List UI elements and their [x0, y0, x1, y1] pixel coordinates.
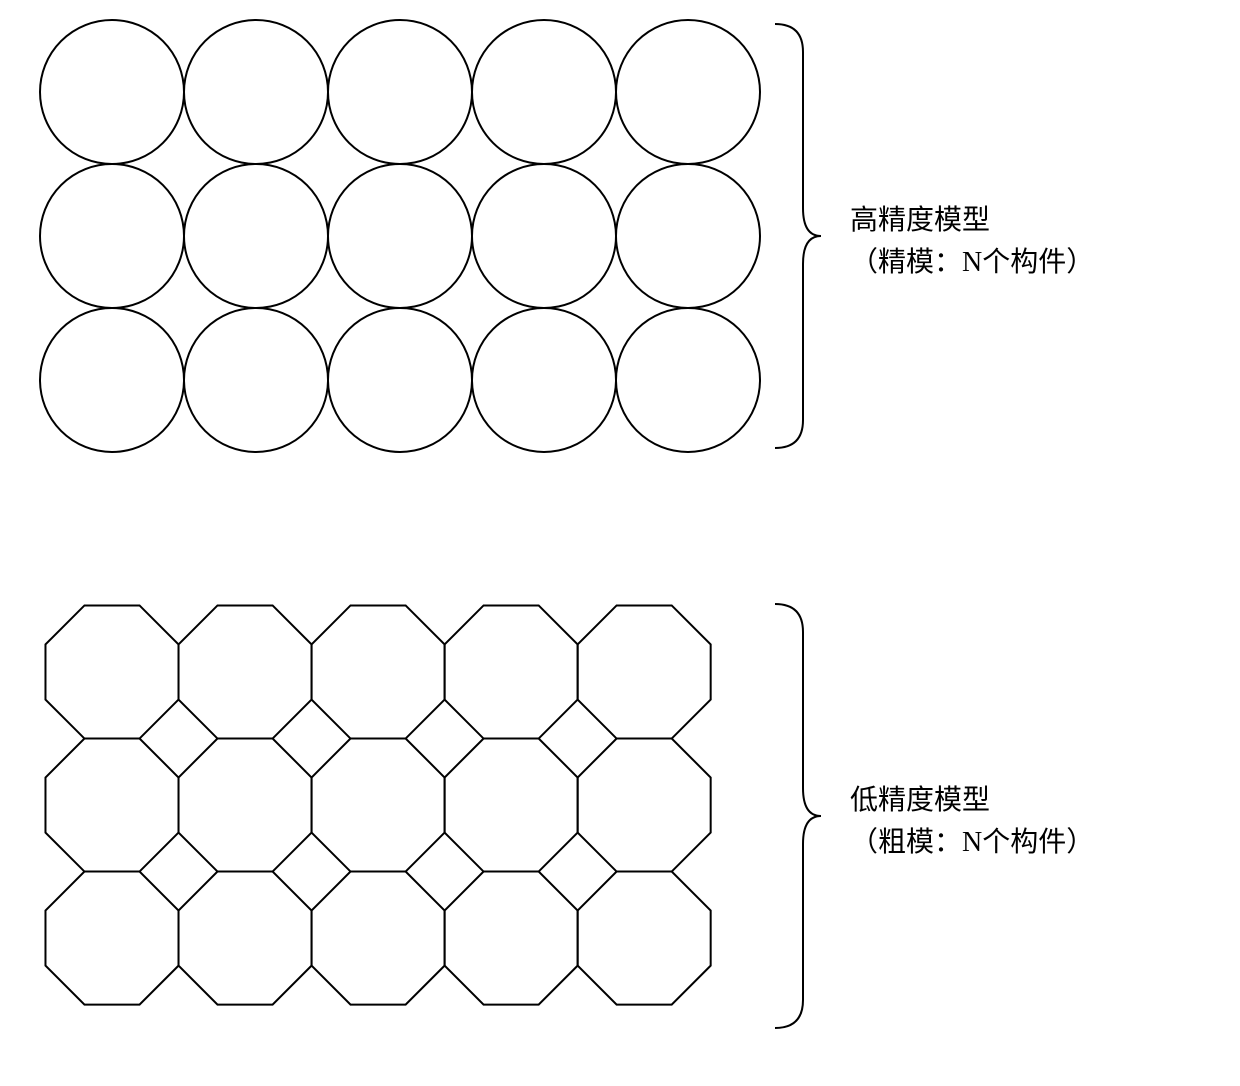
high-precision-label-line2: （精模：N个构件） [850, 242, 1094, 284]
octagon-component [445, 605, 578, 738]
octagon-component [578, 872, 711, 1005]
octagon-component [45, 872, 178, 1005]
low-precision-label-line2: （粗模：N个构件） [850, 822, 1094, 864]
brace-high-precision [775, 24, 821, 448]
octagon-component [312, 605, 445, 738]
brace-low-precision [775, 604, 821, 1028]
circle-component [472, 164, 616, 308]
diagram-svg [0, 0, 1240, 1086]
circle-component [616, 20, 760, 164]
circle-component [184, 164, 328, 308]
octagon-component [179, 605, 312, 738]
circle-component [40, 20, 184, 164]
diagram-container: 高精度模型 （精模：N个构件） 低精度模型 （粗模：N个构件） [0, 0, 1240, 1086]
high-precision-label-line1: 高精度模型 [850, 200, 1094, 242]
octagon-component [312, 739, 445, 872]
circle-component [184, 308, 328, 452]
circle-component [616, 308, 760, 452]
octagon-component [179, 872, 312, 1005]
low-precision-label: 低精度模型 （粗模：N个构件） [850, 780, 1094, 864]
circle-component [40, 164, 184, 308]
circle-component [328, 164, 472, 308]
octagon-component [578, 739, 711, 872]
octagon-component [45, 605, 178, 738]
circle-component [328, 20, 472, 164]
octagon-component [578, 605, 711, 738]
low-precision-label-line1: 低精度模型 [850, 780, 1094, 822]
circle-component [472, 20, 616, 164]
circle-component [472, 308, 616, 452]
circle-component [184, 20, 328, 164]
high-precision-label: 高精度模型 （精模：N个构件） [850, 200, 1094, 284]
circle-component [616, 164, 760, 308]
octagon-component [445, 739, 578, 872]
octagon-component [312, 872, 445, 1005]
octagon-component [445, 872, 578, 1005]
octagon-component [45, 739, 178, 872]
octagon-component [179, 739, 312, 872]
circle-component [40, 308, 184, 452]
circle-component [328, 308, 472, 452]
